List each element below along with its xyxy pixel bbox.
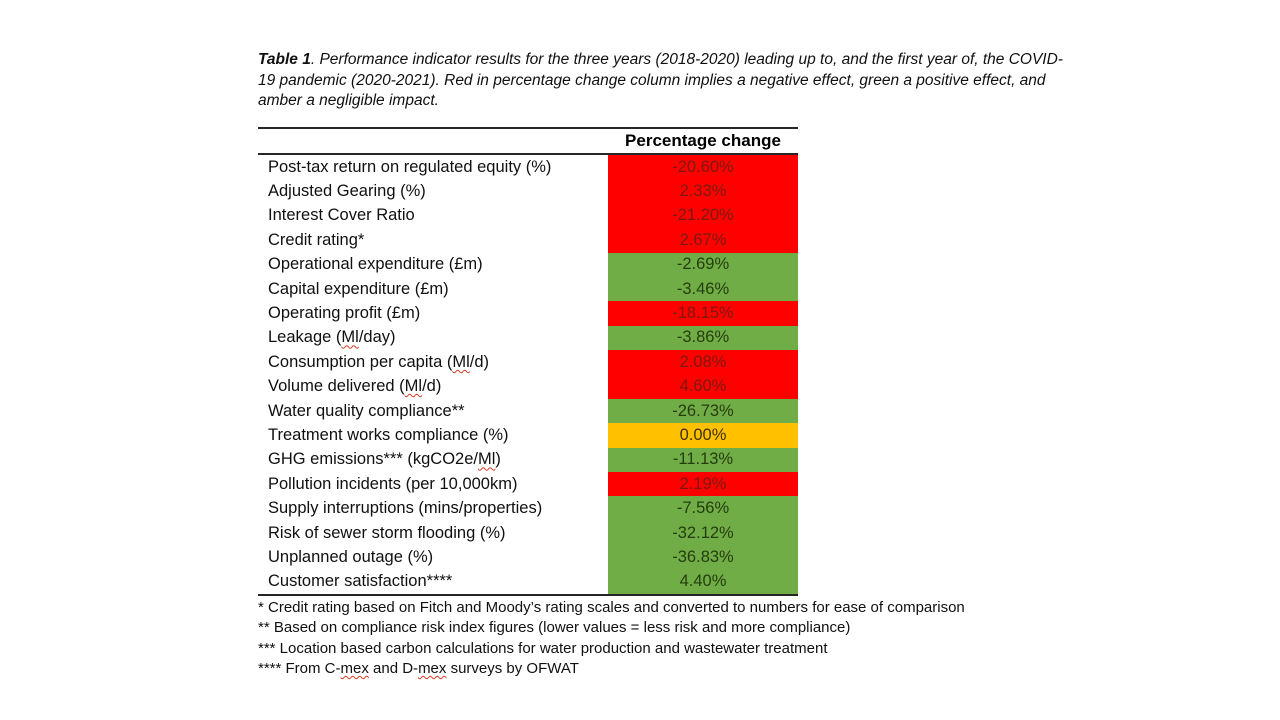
percentage-change-value: 0.00% <box>608 423 798 448</box>
table-caption-number: Table 1 <box>258 51 311 68</box>
indicator-label: Pollution incidents (per 10,000km) <box>268 474 518 493</box>
percentage-change-value: 2.19% <box>608 472 798 497</box>
indicator-label: Risk of sewer storm flooding (%) <box>268 523 506 542</box>
indicator-label: Consumption per capita (Ml/d) <box>268 352 490 371</box>
table-row: Leakage (Ml/day) -3.86% <box>258 325 798 351</box>
table-row: Operating profit (£m) -18.15% <box>258 301 798 326</box>
percentage-change-value: -3.46% <box>608 276 798 302</box>
indicator-label: Customer satisfaction**** <box>268 572 453 591</box>
footnote-line: * Credit rating based on Fitch and Moody… <box>258 599 965 616</box>
indicator-label: Treatment works compliance (%) <box>268 425 509 444</box>
table-row: Risk of sewer storm flooding (%) -32.12% <box>258 520 798 546</box>
table-row: Unplanned outage (%) -36.83% <box>258 545 798 570</box>
indicator-label: Operating profit (£m) <box>268 304 421 323</box>
percentage-change-value: 2.33% <box>608 179 798 204</box>
table-row: Water quality compliance** -26.73% <box>258 398 798 424</box>
table-footnotes: * Credit rating based on Fitch and Moody… <box>258 598 965 679</box>
footnote-line: **** From C-mex and D-mex surveys by OFW… <box>258 659 579 677</box>
footnote-line: *** Location based carbon calculations f… <box>258 639 828 657</box>
table-body: Post-tax return on regulated equity (%) -… <box>258 155 798 595</box>
percentage-change-value: -21.20% <box>608 203 798 229</box>
spellcheck-underline: Ml <box>452 352 470 371</box>
performance-indicator-table: Percentage change Post-tax return on reg… <box>258 127 798 597</box>
table-row: Treatment works compliance (%) 0.00% <box>258 423 798 448</box>
table-row: Volume delivered (Ml/d) 4.60% <box>258 374 798 399</box>
table-row: Consumption per capita (Ml/d) 2.08% <box>258 350 798 375</box>
indicator-label: Credit rating* <box>268 230 365 249</box>
indicator-label: Leakage (Ml/day) <box>268 328 396 347</box>
percentage-change-value: 4.40% <box>608 569 798 595</box>
indicator-label: Interest Cover Ratio <box>268 206 415 225</box>
percentage-change-value: -11.13% <box>608 447 798 473</box>
table-caption-text: . Performance indicator results for the … <box>258 51 1063 109</box>
table-row: Pollution incidents (per 10,000km) 2.19% <box>258 472 798 497</box>
indicator-label: Unplanned outage (%) <box>268 547 434 566</box>
percentage-change-value: 2.67% <box>608 228 798 253</box>
indicator-label: Operational expenditure (£m) <box>268 255 483 274</box>
percentage-change-value: -32.12% <box>608 520 798 546</box>
percentage-change-value: 2.08% <box>608 350 798 375</box>
table-row: GHG emissions*** (kgCO2e/Ml) -11.13% <box>258 447 798 473</box>
indicator-label: Volume delivered (Ml/d) <box>268 377 442 396</box>
spellcheck-underline: Ml <box>341 328 359 347</box>
table-caption: Table 1. Performance indicator results f… <box>258 50 1080 112</box>
table-row: Capital expenditure (£m) -3.46% <box>258 276 798 302</box>
spellcheck-underline: Ml <box>477 450 496 469</box>
table-row: Credit rating* 2.67% <box>258 228 798 253</box>
percentage-change-value: -18.15% <box>608 301 798 326</box>
table-row: Supply interruptions (mins/properties) -7… <box>258 496 798 521</box>
percentage-change-value: -20.60% <box>608 155 798 180</box>
table-row: Adjusted Gearing (%) 2.33% <box>258 179 798 204</box>
indicator-label: Supply interruptions (mins/properties) <box>268 499 543 518</box>
table-row: Post-tax return on regulated equity (%) -… <box>258 155 798 180</box>
percentage-change-value: -2.69% <box>608 252 798 277</box>
indicator-label: Adjusted Gearing (%) <box>268 182 426 201</box>
spellcheck-underline: mex <box>418 659 447 677</box>
table-header-row: Percentage change <box>258 129 798 155</box>
percentage-change-column-header: Percentage change <box>625 131 781 150</box>
indicator-label: Water quality compliance** <box>268 401 465 420</box>
percentage-change-value: -26.73% <box>608 398 798 424</box>
percentage-change-value: -36.83% <box>608 545 798 570</box>
percentage-change-value: -3.86% <box>608 325 798 351</box>
table-row: Operational expenditure (£m) -2.69% <box>258 252 798 277</box>
footnote-line: ** Based on compliance risk index figure… <box>258 619 851 637</box>
indicator-label: Capital expenditure (£m) <box>268 279 449 298</box>
indicator-label: Post-tax return on regulated equity (%) <box>268 157 552 176</box>
percentage-change-value: -7.56% <box>608 496 798 521</box>
table-row: Customer satisfaction**** 4.40% <box>258 569 798 595</box>
spellcheck-underline: Ml <box>404 377 423 396</box>
percentage-change-value: 4.60% <box>608 374 798 399</box>
spellcheck-underline: mex <box>340 659 369 677</box>
table-row: Interest Cover Ratio -21.20% <box>258 203 798 229</box>
indicator-label: GHG emissions*** (kgCO2e/Ml) <box>268 450 501 469</box>
